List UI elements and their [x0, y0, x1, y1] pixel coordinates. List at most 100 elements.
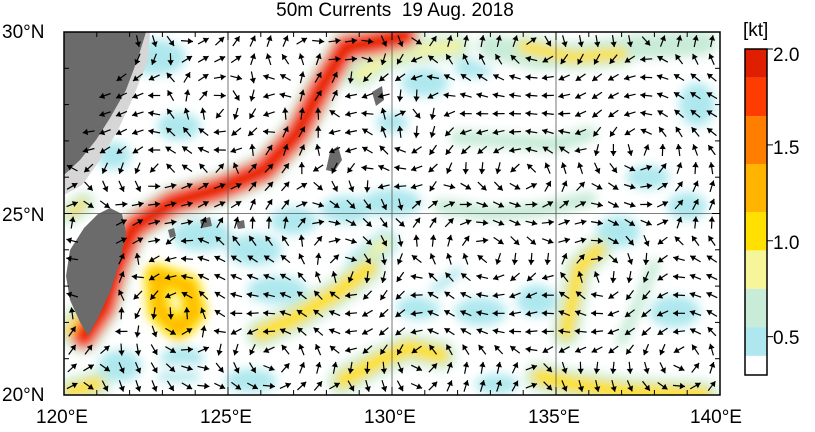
arrow-head [443, 92, 449, 99]
arrow-head [266, 144, 273, 151]
current-arrow [610, 379, 617, 392]
current-arrow [657, 236, 668, 245]
current-arrow [118, 289, 125, 301]
arrow-head [118, 385, 125, 392]
colorbar [745, 48, 773, 375]
arrow-head [131, 273, 138, 281]
current-arrow [181, 182, 193, 190]
speed-blob [97, 349, 142, 382]
arrow-head [135, 367, 142, 374]
arrow-head [593, 271, 600, 278]
current-arrow [427, 55, 439, 64]
current-arrow [561, 361, 568, 374]
current-arrow [132, 237, 144, 245]
current-arrow [673, 91, 685, 100]
current-arrow [84, 344, 93, 355]
current-arrow [461, 235, 470, 246]
arrow-head [181, 273, 187, 280]
arrow-head [427, 74, 433, 81]
arrow-head [591, 291, 597, 299]
current-arrow [281, 344, 290, 355]
current-arrow [410, 328, 423, 335]
arrow-head [690, 110, 697, 116]
arrow-head [263, 273, 270, 280]
arrow-head [151, 331, 158, 338]
current-arrow [544, 162, 551, 174]
current-arrow [429, 125, 436, 138]
current-arrow [528, 252, 535, 265]
current-arrow [248, 362, 257, 374]
arrow-head [592, 75, 599, 81]
current-arrow [525, 128, 538, 135]
china-mainland [64, 32, 146, 175]
arrow-head [676, 216, 683, 223]
current-arrow [381, 380, 388, 392]
current-arrow [640, 164, 653, 171]
current-arrow [279, 328, 292, 335]
current-arrow [708, 162, 715, 175]
current-arrow [379, 145, 389, 155]
arrow-head [560, 58, 567, 65]
current-arrow [197, 255, 210, 262]
current-arrow [657, 327, 668, 336]
current-arrow [233, 362, 240, 374]
arrow-head [165, 146, 172, 153]
current-arrow [282, 126, 289, 138]
arrow-head [561, 180, 568, 187]
arrow-head [509, 292, 516, 299]
arrow-head [203, 364, 210, 372]
arrow-head [235, 201, 242, 207]
arrow-head [380, 259, 388, 265]
current-arrow [181, 382, 193, 390]
arrow-head [657, 110, 664, 116]
current-arrow [248, 181, 257, 192]
arrow-head [134, 312, 141, 319]
current-arrow [361, 110, 374, 117]
arrow-head [232, 162, 239, 169]
current-arrow [691, 235, 700, 246]
current-arrow [263, 346, 275, 353]
current-arrow [282, 35, 289, 47]
arrow-head [410, 328, 417, 335]
current-arrow [247, 127, 258, 137]
current-arrow [476, 237, 489, 244]
arrow-head [137, 237, 144, 244]
arrow-head [492, 110, 498, 117]
current-arrow [99, 200, 111, 209]
current-arrow [148, 74, 160, 81]
arrow-head [410, 273, 417, 280]
current-arrow [378, 327, 389, 336]
arrow-head [525, 310, 532, 317]
current-arrow [462, 344, 470, 356]
current-arrows [66, 35, 718, 392]
arrow-head [318, 219, 325, 226]
current-arrow [476, 219, 489, 226]
current-arrow [460, 310, 472, 317]
arrow-head [497, 184, 503, 191]
current-arrow [181, 327, 193, 336]
current-arrow [558, 146, 570, 154]
arrow-head [462, 344, 468, 351]
arrow-head [197, 237, 204, 244]
arrow-head [597, 237, 603, 244]
taiwan-island [66, 208, 126, 336]
arrow-head [706, 273, 713, 280]
current-arrow [282, 144, 289, 156]
arrow-head [430, 217, 437, 224]
current-arrow [246, 273, 259, 280]
arrow-head [235, 55, 242, 62]
current-arrow [380, 252, 388, 265]
arrow-head [416, 383, 423, 390]
current-arrow [412, 217, 421, 228]
arrow-head [263, 92, 269, 99]
arrow-head [492, 92, 499, 99]
current-arrow [148, 237, 161, 244]
arrow-head [300, 381, 307, 388]
current-arrow [182, 126, 192, 137]
arrow-head [612, 184, 619, 190]
current-arrow [477, 254, 488, 264]
current-arrow [429, 217, 437, 228]
arrow-head [592, 111, 599, 118]
current-arrow [641, 327, 652, 336]
arrow-head [345, 310, 351, 317]
